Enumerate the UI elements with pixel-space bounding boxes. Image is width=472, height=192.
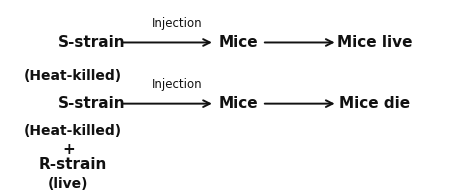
Text: (Heat-killed): (Heat-killed) bbox=[24, 124, 122, 138]
Text: +: + bbox=[62, 142, 75, 157]
Text: S-strain: S-strain bbox=[58, 96, 126, 111]
Text: Injection: Injection bbox=[152, 78, 202, 91]
Text: R-strain: R-strain bbox=[39, 157, 107, 172]
Text: Mice: Mice bbox=[219, 35, 258, 50]
Text: Mice die: Mice die bbox=[339, 96, 410, 111]
Text: Mice live: Mice live bbox=[337, 35, 413, 50]
Text: Injection: Injection bbox=[152, 17, 202, 30]
Text: Mice: Mice bbox=[219, 96, 258, 111]
Text: (Heat-killed): (Heat-killed) bbox=[24, 70, 122, 84]
Text: (live): (live) bbox=[48, 176, 89, 190]
Text: S-strain: S-strain bbox=[58, 35, 126, 50]
